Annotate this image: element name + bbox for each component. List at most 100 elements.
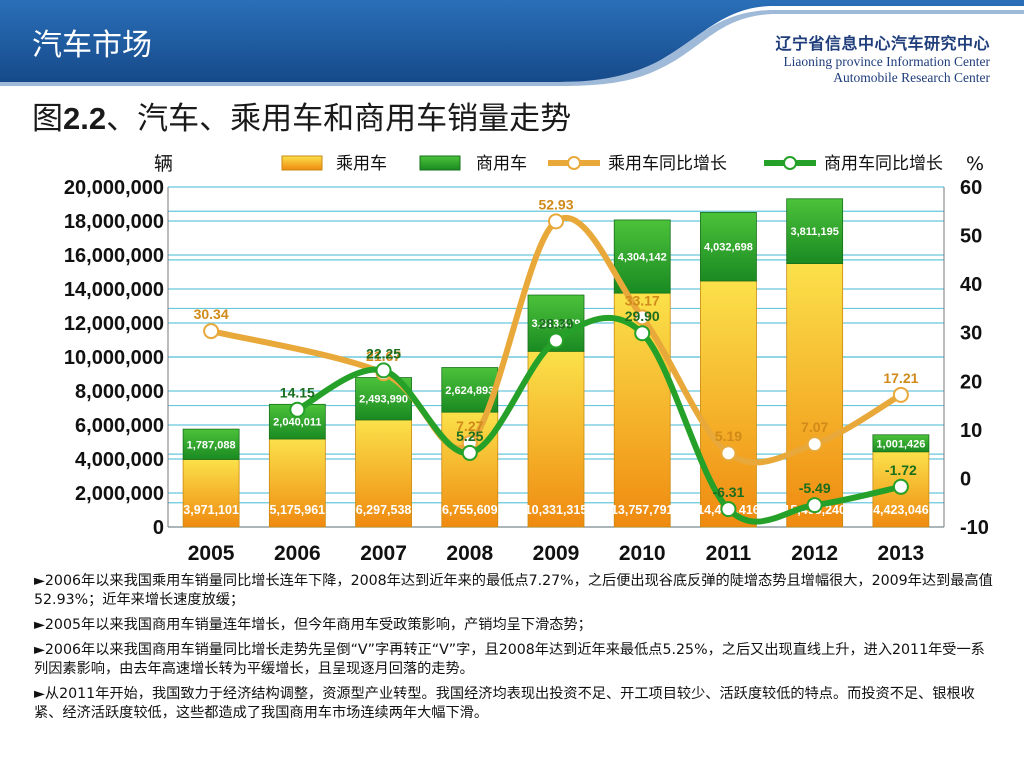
- logo-en-line2: Automobile Research Center: [833, 70, 990, 85]
- header-banner-shape: [0, 0, 1024, 86]
- commercial-growth-value-label: -5.49: [799, 480, 831, 496]
- x-tick-label: 2008: [446, 542, 493, 565]
- figure-title-text: 、汽车、乘用车和商用车销量走势: [106, 101, 572, 137]
- note-paragraph: ►从2011年开始，我国致力于经济结构调整，资源型产业转型。我国经济均表现出投资…: [34, 686, 975, 721]
- passenger-growth-value-label: 7.27: [456, 418, 483, 434]
- passenger-growth-point: [806, 436, 823, 453]
- commercial-growth-value-label: 5.25: [456, 428, 483, 444]
- y2-tick-label: 10: [960, 420, 982, 442]
- passenger-value-label: 6,755,609: [442, 503, 498, 517]
- passenger-value-label: 10,331,315: [525, 503, 588, 517]
- passenger-growth-point: [203, 323, 220, 340]
- y2-tick-label: 60: [960, 177, 982, 199]
- x-tick-label: 2005: [188, 542, 235, 565]
- logo-cn-prefix: 辽宁省信息中心: [775, 34, 891, 53]
- commercial-growth-value-label: 22.25: [366, 345, 401, 361]
- y-tick-label: 2,000,000: [75, 483, 164, 505]
- figure-title-number: 2.2: [63, 101, 107, 136]
- passenger-growth-value-label: 5.19: [715, 428, 742, 444]
- header-bar: 汽车市场 辽宁省信息中心汽车研究中心 Liaoning province Inf…: [0, 0, 1024, 86]
- passenger-growth-point: [720, 445, 737, 462]
- commercial-growth-point: [289, 401, 306, 418]
- y2-tick-label: 30: [960, 323, 982, 345]
- section-title: 汽车市场: [32, 28, 152, 63]
- x-tick-label: 2010: [619, 542, 666, 565]
- commercial-growth-value-label: -1.72: [885, 462, 917, 478]
- y-tick-label: 8,000,000: [75, 381, 164, 403]
- y-axis-label: 辆: [154, 153, 173, 175]
- passenger-bar: [355, 419, 412, 528]
- x-tick-label: 2006: [274, 542, 321, 565]
- commercial-value-label: 3,313,479: [532, 318, 581, 330]
- notes-section: ►2006年以来我国乘用车销量同比增长连年下降，2008年达到近年来的最低点7.…: [34, 572, 994, 729]
- y-tick-label: 12,000,000: [64, 313, 164, 335]
- legend-label-passenger-growth: 乘用车同比增长: [608, 154, 727, 174]
- passenger-growth-point: [634, 309, 651, 326]
- passenger-growth-value-label: 52.93: [538, 196, 573, 212]
- passenger-value-label: 6,297,538: [356, 503, 412, 517]
- figure-title-prefix: 图: [32, 101, 63, 137]
- commercial-growth-point: [806, 497, 823, 514]
- commercial-value-label: 4,032,698: [704, 242, 753, 254]
- legend-marker-commercial-growth: [783, 156, 797, 170]
- y2-tick-label: 40: [960, 274, 982, 296]
- note-paragraph: ►2005年以来我国商用车销量连年增长，但今年商用车受政策影响，产销均呈下滑态势…: [34, 617, 592, 633]
- commercial-growth-value-label: 14.15: [280, 385, 315, 401]
- passenger-value-label: 13,757,791: [611, 503, 674, 517]
- x-tick-label: 2007: [360, 542, 407, 565]
- commercial-growth-point: [720, 501, 737, 518]
- commercial-growth-point: [548, 332, 564, 349]
- commercial-growth-point: [634, 325, 651, 342]
- sales-chart: 0 2,000,000 4,000,000 6,000,000 8,000,000 10,…: [64, 153, 989, 565]
- commercial-bar: [613, 219, 671, 294]
- y2-tick-label: 50: [960, 226, 982, 248]
- commercial-value-label: 1,001,426: [876, 438, 925, 450]
- legend-swatch-passenger: [281, 155, 323, 171]
- legend-label-commercial-growth: 商用车同比增长: [824, 154, 943, 174]
- logo-cn-bold: 汽车研究中心: [890, 34, 990, 53]
- x-tick-label: 2012: [791, 542, 838, 565]
- passenger-growth-value-label: 7.07: [801, 419, 828, 435]
- commercial-value-label: 2,493,990: [359, 394, 408, 406]
- legend-marker-passenger-growth: [567, 156, 581, 170]
- y-tick-label: 14,000,000: [64, 279, 164, 301]
- y2-axis-label: %: [966, 153, 984, 175]
- x-tick-label: 2013: [878, 542, 925, 565]
- passenger-growth-value-label: 30.34: [194, 306, 229, 322]
- passenger-bar: [527, 350, 585, 528]
- logo-en-line1: Liaoning province Information Center: [783, 54, 990, 69]
- y-tick-label: 16,000,000: [64, 245, 164, 267]
- y2-tick-label: 0: [960, 468, 971, 490]
- passenger-growth-point: [548, 213, 564, 230]
- commercial-value-label: 1,787,088: [187, 439, 236, 451]
- y-tick-label: 20,000,000: [64, 177, 164, 199]
- commercial-value-label: 2,040,011: [273, 417, 321, 429]
- passenger-value-label: 5,175,961: [270, 503, 326, 517]
- commercial-growth-value-label: -6.31: [712, 484, 744, 500]
- organization-logo: 辽宁省信息中心汽车研究中心 Liaoning province Informat…: [775, 30, 990, 86]
- passenger-bar: [268, 438, 326, 528]
- figure-title: 图2.2、汽车、乘用车和商用车销量走势: [32, 93, 571, 138]
- y-tick-label: 0: [153, 517, 164, 539]
- y-tick-label: 6,000,000: [75, 415, 164, 437]
- passenger-growth-value-label: 21.67: [366, 348, 401, 364]
- y2-tick-label: 20: [960, 371, 982, 393]
- passenger-value-label: 3,971,101: [183, 503, 239, 517]
- y2-tick-label: -10: [960, 517, 989, 539]
- commercial-growth-value-label: 29.90: [625, 308, 660, 324]
- commercial-growth-line: [294, 314, 904, 525]
- commercial-bar: [786, 198, 844, 264]
- passenger-growth-value-label: 33.17: [625, 292, 660, 308]
- note-paragraph: ►2006年以来我国商用车销量同比增长走势先呈倒“V”字再转正“V”字，且200…: [34, 642, 985, 677]
- commercial-bar: [182, 428, 240, 460]
- y-tick-label: 4,000,000: [75, 449, 164, 471]
- x-tick-label: 2011: [706, 542, 752, 565]
- commercial-value-label: 3,811,195: [790, 226, 838, 238]
- y-tick-label: 10,000,000: [64, 347, 164, 369]
- x-tick-label: 2009: [533, 542, 580, 565]
- legend-label-commercial: 商用车: [476, 154, 527, 174]
- passenger-growth-value-label: 17.21: [883, 370, 918, 386]
- commercial-growth-value-label: 28.39: [538, 316, 573, 332]
- y-tick-label: 18,000,000: [64, 211, 164, 233]
- passenger-growth-point: [892, 386, 909, 403]
